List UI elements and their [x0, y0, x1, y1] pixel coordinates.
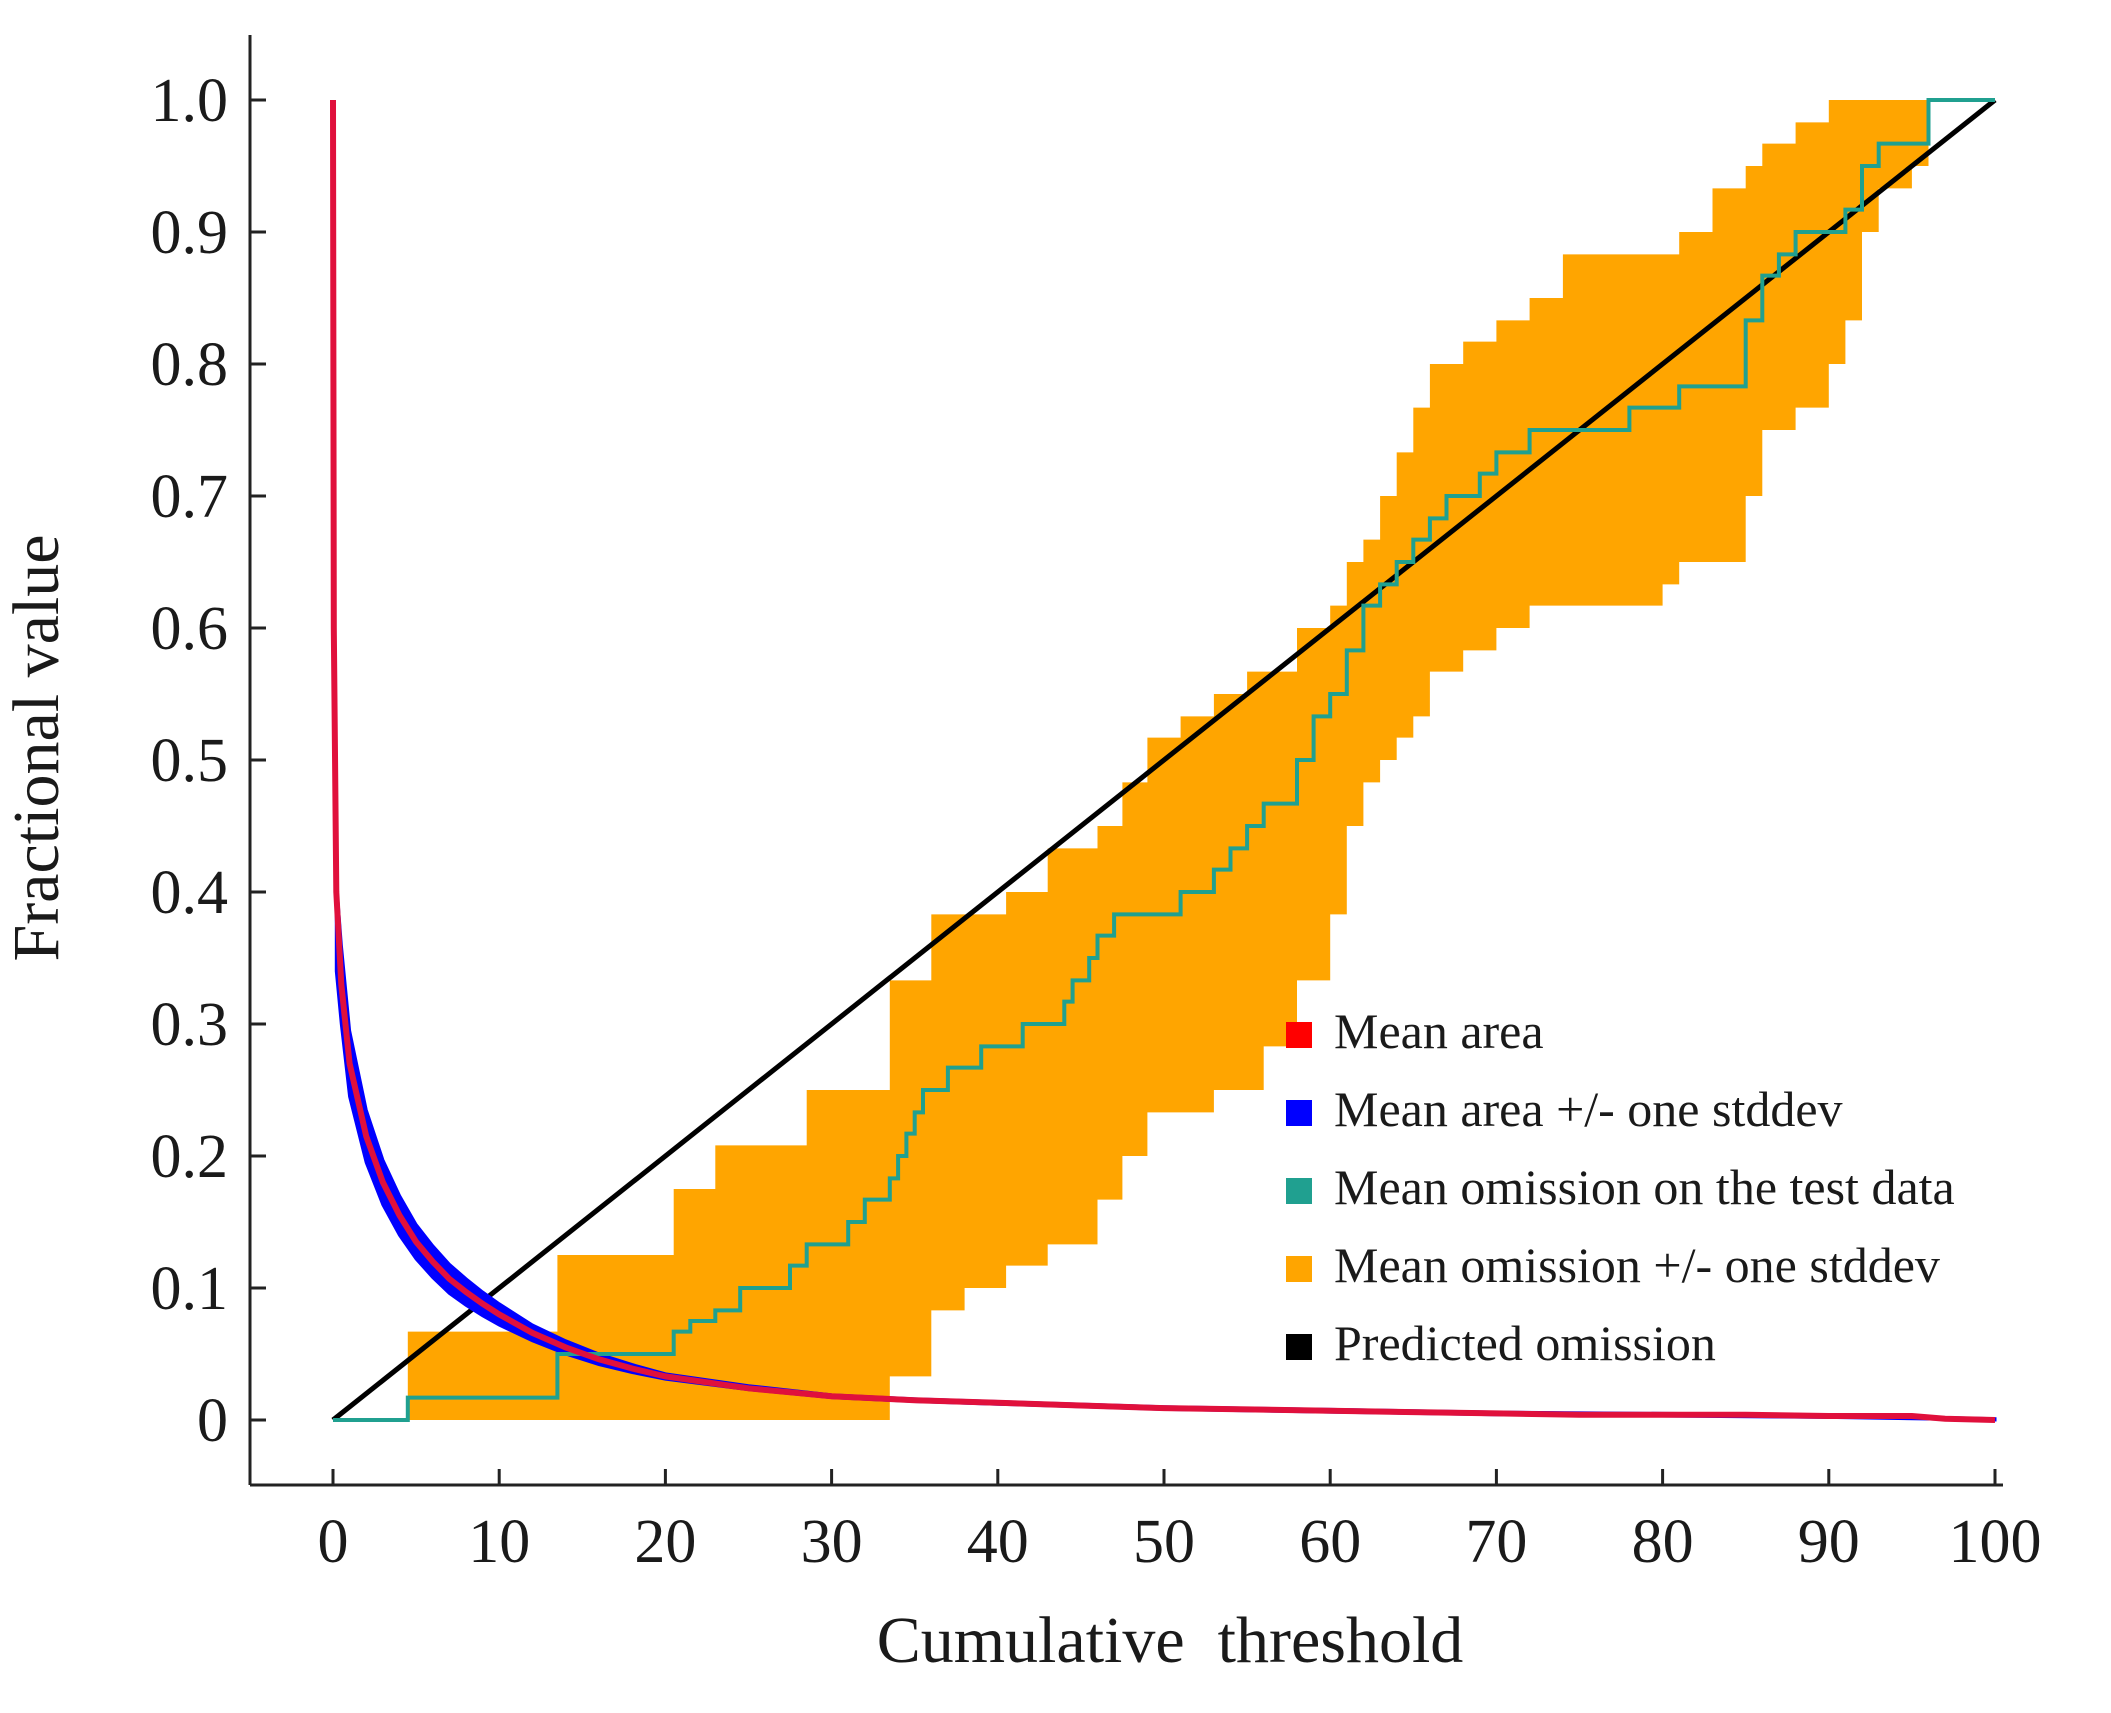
y-tick-label: 0.8: [151, 331, 229, 399]
y-tick-label: 0.3: [151, 991, 229, 1059]
x-tick-label: 40: [967, 1508, 1029, 1576]
legend-item: Mean area +/- one stddev: [1286, 1081, 1843, 1137]
legend-label: Mean omission on the test data: [1334, 1159, 1955, 1215]
legend-item: Predicted omission: [1286, 1315, 1716, 1371]
y-tick-label: 0.4: [151, 859, 229, 927]
x-tick-label: 20: [634, 1508, 696, 1576]
legend-swatch: [1286, 1100, 1312, 1126]
legend-item: Mean omission +/- one stddev: [1286, 1237, 1940, 1293]
y-tick-label: 0.1: [151, 1255, 229, 1323]
omission-stddev-band: [407, 100, 1929, 1420]
predicted-omission-line: [331, 98, 1997, 1422]
y-tick-label: 0.9: [151, 199, 229, 267]
legend-swatch: [1286, 1178, 1312, 1204]
x-tick-label: 100: [1949, 1508, 2042, 1576]
x-tick-label: 60: [1299, 1508, 1361, 1576]
y-tick-label: 0.7: [151, 463, 229, 531]
band-layer: [407, 100, 1929, 1420]
x-tick-label: 10: [468, 1508, 530, 1576]
mean-omission-line: [333, 98, 1995, 1422]
legend-item: Mean area: [1286, 1003, 1544, 1059]
legend-swatch: [1286, 1256, 1312, 1282]
legend-label: Mean area: [1334, 1003, 1544, 1059]
x-tick-label: 50: [1133, 1508, 1195, 1576]
axis-layer: [248, 35, 2003, 1487]
y-tick-label: 0.5: [151, 727, 229, 795]
x-tick-label: 90: [1798, 1508, 1860, 1576]
line-layer: [330, 98, 1997, 1423]
x-tick-label: 70: [1465, 1508, 1527, 1576]
legend-label: Predicted omission: [1334, 1315, 1716, 1371]
x-tick-label: 0: [318, 1508, 349, 1576]
y-tick-label: 0.2: [151, 1123, 229, 1191]
legend-item: Mean omission on the test data: [1286, 1159, 1955, 1215]
legend-swatch: [1286, 1334, 1312, 1360]
legend: Mean area Mean area +/- one stddev Mean om…: [1286, 1003, 1955, 1371]
y-tick-label: 0: [197, 1387, 228, 1455]
x-tick-label: 30: [801, 1508, 863, 1576]
x-tick-label: 80: [1632, 1508, 1694, 1576]
mean-area-line: [330, 99, 1996, 1423]
legend-label: Mean omission +/- one stddev: [1334, 1237, 1940, 1293]
y-axis-title: Fractional value: [0, 534, 73, 961]
x-axis-title: Cumulative threshold: [877, 1604, 1464, 1677]
y-tick-label: 1.0: [151, 67, 229, 135]
tick-label-layer: 0 0.1 0.2 0.3 0.4 0.5 0.6 0.7 0.8 0.9 1.0 0 10 20 30 40…: [151, 67, 2042, 1576]
legend-label: Mean area +/- one stddev: [1334, 1081, 1843, 1137]
y-tick-label: 0.6: [151, 595, 229, 663]
legend-swatch: [1286, 1022, 1312, 1048]
